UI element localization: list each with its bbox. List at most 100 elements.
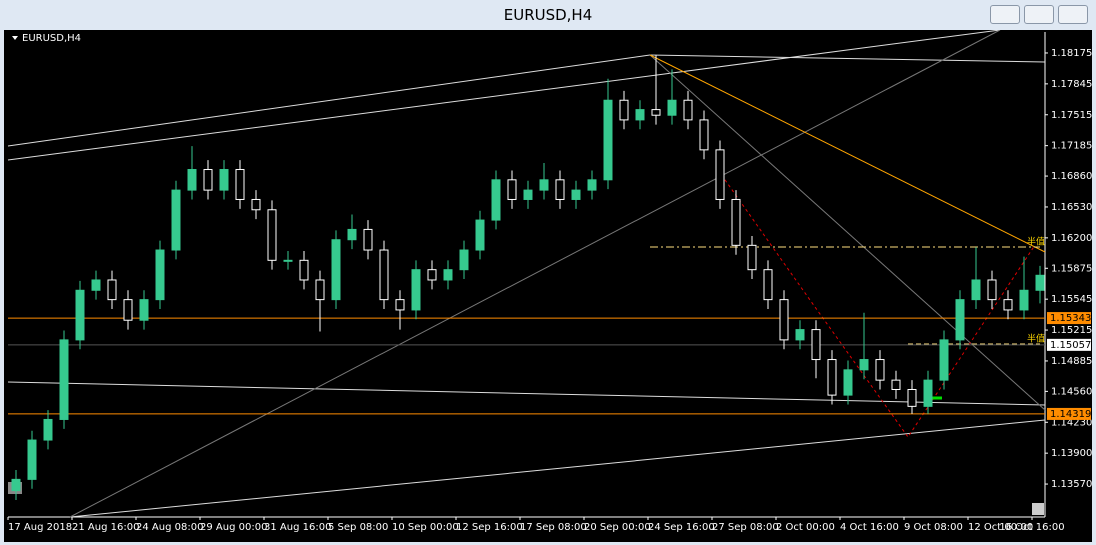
trend-line: [7, 54, 651, 147]
candle-body: [251, 198, 261, 211]
candle-body: [219, 169, 229, 191]
candle-body: [555, 179, 565, 200]
candle-body: [875, 359, 885, 381]
candle-body: [427, 269, 437, 281]
menu-arrow[interactable]: [12, 36, 18, 40]
close-button[interactable]: [1058, 5, 1088, 24]
candle-body: [651, 109, 661, 116]
candle-body: [891, 379, 901, 391]
candle-body: [587, 179, 597, 191]
x-tick-label: 12 Oct 00:00: [968, 522, 1033, 533]
x-tick-label: 12 Sep 16:00: [456, 522, 523, 533]
trend-line: [649, 54, 1046, 253]
trend-line: [649, 54, 1046, 411]
candle-body: [475, 219, 485, 251]
candle-body: [107, 279, 117, 301]
candle-body: [779, 299, 789, 341]
price-label-bg: [1047, 338, 1091, 351]
y-tick-label: 1.16860: [1051, 171, 1092, 182]
price-label: 1.14319: [1050, 409, 1091, 420]
candle-body: [331, 239, 341, 301]
candle-body: [283, 259, 293, 262]
x-tick-label: 17 Aug 2018: [8, 522, 72, 533]
candle-body: [459, 249, 469, 271]
candle-body: [299, 259, 309, 281]
y-tick-label: 1.13900: [1051, 448, 1092, 459]
candle-body: [571, 189, 581, 200]
y-tick-label: 1.18175: [1051, 48, 1092, 59]
trend-line: [69, 419, 1046, 518]
chart-background: [4, 30, 1092, 542]
candle-body: [203, 169, 213, 191]
minimize-button[interactable]: [990, 5, 1020, 24]
candle-body: [843, 369, 853, 396]
y-tick-label: 1.17185: [1051, 141, 1092, 152]
candle-body: [155, 249, 165, 301]
x-tick-label: 4 Oct 16:00: [840, 522, 899, 533]
x-tick-label: 17 Sep 08:00: [520, 522, 587, 533]
y-tick-label: 1.15875: [1051, 263, 1092, 274]
candle-body: [795, 329, 805, 341]
x-tick-label: 5 Sep 08:00: [328, 522, 388, 533]
candle-body: [11, 478, 21, 492]
candle-body: [859, 359, 869, 371]
price-label-bg: [1047, 407, 1091, 420]
zoom-button[interactable]: [1032, 503, 1044, 515]
chart: EURUSD,H4 半值 半值 1.18175 1.17845 1.17515 1.1…: [4, 30, 1092, 542]
chart-label: EURUSD,H4: [22, 33, 81, 44]
candle-body: [347, 228, 357, 241]
candle-body: [187, 169, 197, 191]
x-tick-label: 20 Sep 00:00: [584, 522, 651, 533]
candle-body: [987, 279, 997, 301]
candle-body: [667, 99, 677, 116]
x-tick-label: 29 Aug 00:00: [200, 522, 267, 533]
x-tick-label: 10 Sep 00:00: [392, 522, 459, 533]
title-bar: EURUSD,H4: [503, 6, 593, 24]
price-label: 1.15343: [1050, 313, 1091, 324]
x-tick-label: 24 Aug 08:00: [136, 522, 203, 533]
candle-body: [315, 279, 325, 301]
candle-body: [971, 279, 981, 301]
candle-body: [523, 189, 533, 200]
zigzag: [717, 169, 1036, 438]
candle-body: [715, 149, 725, 200]
price-label-bg: [1047, 312, 1091, 325]
candle-body: [747, 244, 757, 271]
x-tick-label: 16 Oct 16:00: [999, 522, 1064, 533]
trend-line: [649, 54, 1046, 63]
candle-body: [539, 179, 549, 191]
y-tick-label: 1.13570: [1051, 479, 1092, 490]
candle-body: [507, 179, 517, 200]
x-tick-label: 9 Oct 08:00: [904, 522, 963, 533]
candle-body: [603, 99, 613, 181]
candle-body: [1019, 289, 1029, 311]
candle-body: [123, 299, 133, 321]
candle-body: [59, 339, 69, 420]
trend-line: [69, 30, 1001, 518]
candle-body: [411, 269, 421, 311]
candle-body: [139, 299, 149, 321]
candle-body: [395, 299, 405, 311]
x-tick-label: 2 Oct 00:00: [776, 522, 835, 533]
y-tick-label: 1.15545: [1051, 294, 1092, 305]
x-tick-label: 27 Sep 08:00: [712, 522, 779, 533]
candle-body: [763, 269, 773, 301]
y-tick-label: 1.15215: [1051, 325, 1092, 336]
y-tick-label: 1.16200: [1051, 233, 1092, 244]
candle-body: [91, 279, 101, 291]
candle-body: [955, 299, 965, 341]
candle-body: [699, 119, 709, 151]
candle-body: [683, 99, 693, 121]
candle-body: [443, 269, 453, 281]
candle-body: [811, 329, 821, 361]
candle-body: [619, 99, 629, 121]
maximize-button[interactable]: [1024, 5, 1054, 24]
candle-body: [43, 418, 53, 441]
trend-line: [7, 30, 1001, 161]
candle-body: [363, 228, 373, 251]
candle-body: [75, 289, 85, 341]
x-tick-label: 24 Sep 16:00: [648, 522, 715, 533]
candle-body: [731, 198, 741, 246]
annotation: 半值: [1027, 333, 1045, 345]
